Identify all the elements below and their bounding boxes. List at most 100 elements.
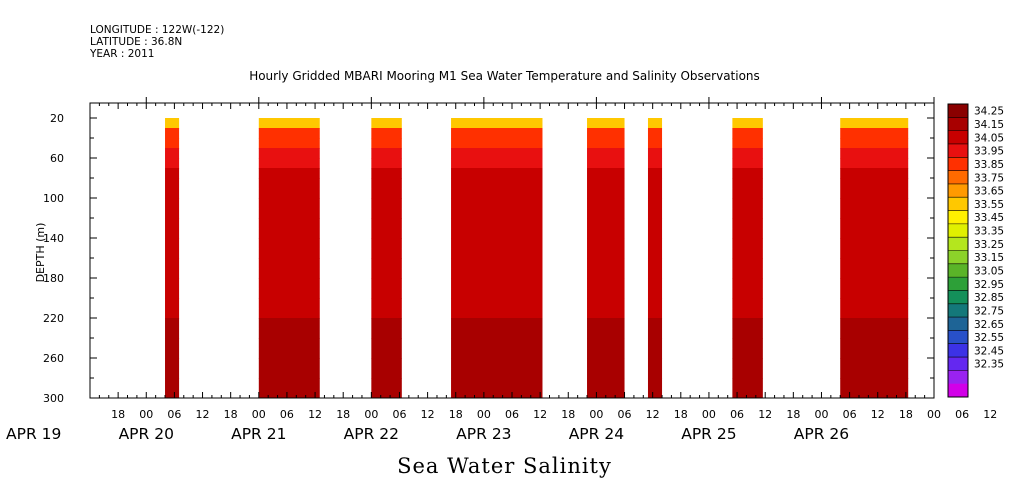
x-hour-label: 12 (533, 408, 547, 421)
salinity-cell (732, 298, 763, 319)
salinity-cell (647, 298, 663, 319)
x-hour-label: 00 (814, 408, 828, 421)
colorbar-label: 33.75 (974, 172, 1004, 184)
salinity-cell (371, 338, 402, 359)
salinity-cell (647, 278, 663, 299)
salinity-cell (732, 138, 763, 149)
salinity-cell (451, 198, 543, 219)
salinity-cell (732, 338, 763, 359)
salinity-cell (840, 258, 909, 279)
salinity-cell (451, 338, 543, 359)
colorbar-swatch (948, 143, 968, 158)
colorbar-swatch (948, 343, 968, 358)
salinity-cell (587, 238, 625, 259)
y-tick-label: 100 (43, 192, 64, 205)
salinity-cell (451, 158, 543, 169)
colorbar-label: 32.45 (974, 345, 1004, 357)
latitude-label: LATITUDE : 36.8N (90, 36, 183, 48)
y-tick-label: 300 (43, 392, 64, 405)
longitude-label: LONGITUDE : 122W(-122) (90, 24, 225, 36)
x-date-label: APR 24 (569, 425, 624, 443)
x-hour-label: 00 (927, 408, 941, 421)
salinity-cell (587, 338, 625, 359)
salinity-cell (647, 338, 663, 359)
salinity-cell (165, 198, 180, 219)
salinity-cell (371, 158, 402, 169)
y-tick-label: 260 (43, 352, 64, 365)
salinity-cell (165, 378, 180, 399)
x-hour-label: 18 (111, 408, 125, 421)
salinity-cell (165, 278, 180, 299)
salinity-cell (647, 118, 663, 129)
salinity-cell (647, 138, 663, 149)
salinity-cell (371, 218, 402, 239)
salinity-cell (258, 238, 320, 259)
salinity-cell (732, 158, 763, 169)
salinity-cell (840, 318, 909, 339)
salinity-cell (371, 128, 402, 139)
colorbar-swatch (948, 210, 968, 225)
x-hour-label: 06 (280, 408, 294, 421)
salinity-cell (165, 158, 180, 169)
x-date-label: APR 25 (681, 425, 736, 443)
x-hour-label: 12 (196, 408, 210, 421)
salinity-cell (258, 148, 320, 159)
salinity-cell (587, 128, 625, 139)
y-tick-label: 140 (43, 232, 64, 245)
x-hour-label: 18 (224, 408, 238, 421)
x-date-label: APR 26 (794, 425, 849, 443)
colorbar-label: 33.65 (974, 186, 1004, 198)
colorbar-swatch (948, 197, 968, 211)
salinity-cell (732, 378, 763, 399)
colorbar-swatch (948, 370, 968, 384)
x-hour-label: 18 (786, 408, 800, 421)
x-hour-label: 06 (505, 408, 519, 421)
salinity-cell (165, 238, 180, 259)
salinity-cell (840, 128, 909, 139)
colorbar-swatch (948, 223, 968, 238)
salinity-cell (371, 198, 402, 219)
salinity-cell (258, 298, 320, 319)
x-hour-label: 00 (252, 408, 266, 421)
salinity-cell (840, 218, 909, 239)
y-tick-label: 20 (50, 112, 64, 125)
x-hour-label: 18 (449, 408, 463, 421)
salinity-cell (587, 298, 625, 319)
salinity-cell (371, 238, 402, 259)
x-date-label: APR 19 (6, 425, 61, 443)
colorbar-label: 32.75 (974, 305, 1004, 317)
salinity-cell (258, 128, 320, 139)
salinity-cell (587, 258, 625, 279)
salinity-cell (647, 218, 663, 239)
x-date-label: APR 23 (456, 425, 511, 443)
salinity-cell (451, 258, 543, 279)
salinity-cell (587, 118, 625, 129)
colorbar-label: 33.85 (974, 159, 1004, 171)
salinity-cell (647, 238, 663, 259)
salinity-cell (258, 198, 320, 219)
salinity-cell (371, 278, 402, 299)
salinity-cell (258, 258, 320, 279)
salinity-cell (647, 198, 663, 219)
salinity-cell (587, 318, 625, 339)
colorbar-swatch (948, 303, 968, 318)
salinity-cell (371, 378, 402, 399)
salinity-cell (371, 138, 402, 149)
salinity-cell (451, 318, 543, 339)
salinity-cell (258, 118, 320, 129)
colorbar-label: 34.25 (974, 106, 1004, 118)
y-tick-label: 220 (43, 312, 64, 325)
salinity-cell (258, 278, 320, 299)
salinity-cell (451, 168, 543, 179)
x-hour-label: 06 (730, 408, 744, 421)
salinity-cell (165, 218, 180, 239)
salinity-cell (732, 278, 763, 299)
salinity-cell (732, 238, 763, 259)
salinity-cell (258, 378, 320, 399)
salinity-cell (587, 138, 625, 149)
x-hour-label: 12 (421, 408, 435, 421)
colorbar-swatch (948, 290, 968, 305)
colorbar-swatch (948, 250, 968, 265)
salinity-cell (165, 298, 180, 319)
